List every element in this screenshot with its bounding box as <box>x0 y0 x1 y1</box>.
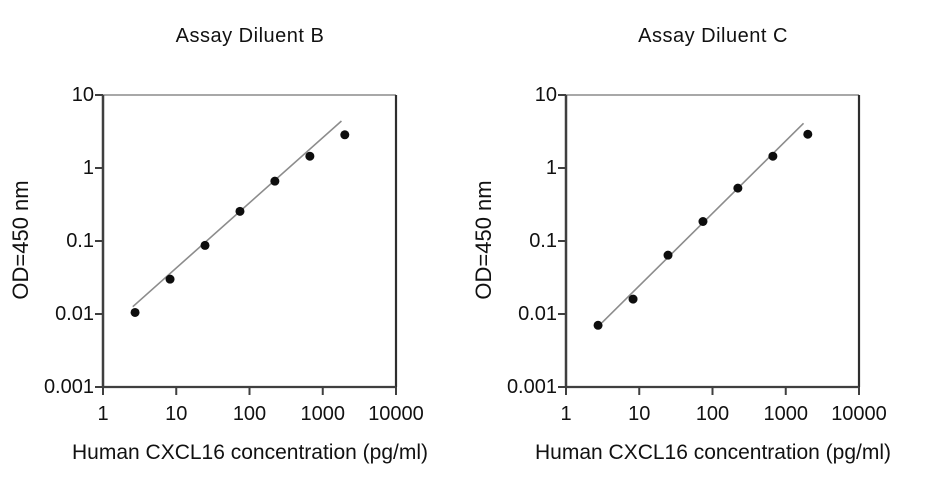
data-point <box>593 320 603 330</box>
x-tick-label: 1 <box>560 403 572 425</box>
y-tick-label: 0.1 <box>529 230 557 252</box>
plot-canvas <box>95 94 398 395</box>
y-tick-label: 0.01 <box>55 303 94 325</box>
y-tick-label: 0.01 <box>518 303 557 325</box>
data-point <box>768 151 778 161</box>
chart-title: Assay Diluent B <box>175 25 325 47</box>
plot-area <box>558 94 861 395</box>
data-point <box>663 250 673 260</box>
chart-panel-assay-diluent-b: Assay Diluent B OD=450 nm Human CXCL16 c… <box>8 25 428 464</box>
data-point <box>340 130 350 140</box>
plot-area <box>95 94 398 395</box>
x-tick-label: 100 <box>232 403 267 425</box>
chart-title: Assay Diluent C <box>638 25 788 47</box>
data-point <box>305 151 315 161</box>
x-axis-label: Human CXCL16 concentration (pg/ml) <box>535 441 891 464</box>
x-tick-label: 10 <box>628 403 651 425</box>
x-tick-label: 10000 <box>368 403 424 425</box>
y-tick-label: 10 <box>534 84 557 106</box>
x-tick-label: 100 <box>695 403 730 425</box>
data-point <box>270 176 280 186</box>
data-point <box>130 307 140 317</box>
y-tick-label: 10 <box>71 84 94 106</box>
y-tick-label: 0.1 <box>66 230 94 252</box>
x-axis-label: Human CXCL16 concentration (pg/ml) <box>72 441 428 464</box>
data-point <box>200 240 210 250</box>
y-tick-label: 0.001 <box>43 376 94 398</box>
y-tick-label: 1 <box>545 157 557 179</box>
x-tick-label: 10 <box>165 403 188 425</box>
data-point <box>165 274 175 284</box>
data-point <box>235 206 245 216</box>
chart-panel-assay-diluent-c: Assay Diluent C OD=450 nm Human CXCL16 c… <box>463 0 926 480</box>
x-tick-label: 1000 <box>300 403 346 425</box>
data-point <box>803 129 813 139</box>
plot-canvas <box>558 94 861 395</box>
data-point <box>733 183 743 193</box>
x-tick-label: 1 <box>97 403 109 425</box>
x-tick-label: 1000 <box>763 403 809 425</box>
data-point <box>628 294 638 304</box>
data-point <box>698 216 708 226</box>
y-tick-label: 1 <box>82 157 94 179</box>
y-tick-label: 0.001 <box>506 376 557 398</box>
x-tick-label: 10000 <box>831 403 887 425</box>
